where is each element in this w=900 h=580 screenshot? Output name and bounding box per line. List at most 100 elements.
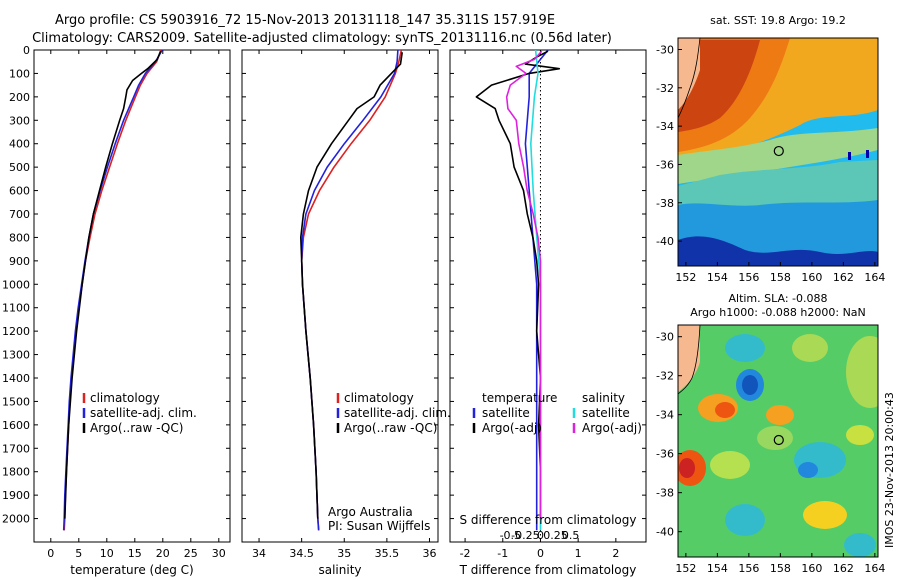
y-tick-label: 1800 — [2, 466, 30, 479]
legend-label-s-satellite: satellite — [582, 406, 630, 420]
lat-tick-label: -40 — [656, 235, 674, 248]
legend-label-t-satellite: satellite — [482, 406, 530, 420]
x-tick-label: 36 — [422, 547, 436, 560]
t-difference-label: T difference from climatology — [459, 563, 637, 577]
sla-map: Altim. SLA: -0.088 Argo h1000: -0.088 h2… — [656, 292, 896, 575]
s-tick-label: 0.25 — [543, 529, 568, 542]
y-tick-label: 600 — [9, 185, 30, 198]
y-tick-label: 400 — [9, 138, 30, 151]
figure-title-line1: Argo profile: CS 5903916_72 15-Nov-2013 … — [55, 13, 555, 28]
y-tick-label: 700 — [9, 208, 30, 221]
x-tick-label: 2 — [612, 547, 619, 560]
lat-tick-label: -38 — [656, 487, 674, 500]
y-tick-label: 900 — [9, 255, 30, 268]
sst-land — [678, 38, 700, 110]
y-tick-label: 0 — [23, 44, 30, 57]
y-tick-label: 1500 — [2, 395, 30, 408]
s-tick-label: -0.25 — [511, 529, 539, 542]
salinity-panel: 34 34.5 35 35.5 36 salinity climatology sate… — [241, 49, 451, 577]
legend-label-climatology: climatology — [344, 391, 414, 405]
s-tick-label: -0.5 — [500, 529, 521, 542]
x-tick-label: 34.5 — [289, 547, 314, 560]
sla-map-title-line2: Argo h1000: -0.088 h2000: NaN — [690, 306, 866, 319]
legend-label-s-argo: Argo(-adj) — [582, 421, 642, 435]
sla-map-title-line1: Altim. SLA: -0.088 — [728, 292, 827, 305]
series-line-argo-raw-qc — [299, 52, 403, 519]
temperature-axes-frame — [33, 49, 231, 543]
sla-field — [678, 325, 878, 557]
imos-timestamp: IMOS 23-Nov-2013 20:00:43 — [883, 392, 896, 548]
x-tick-label: 30 — [212, 547, 226, 560]
salinity-legend: climatology satellite-adj. clim. Argo(..… — [336, 391, 451, 435]
series-line-s-argo-adj — [505, 50, 543, 519]
lon-tick-label: 162 — [833, 562, 854, 575]
lon-tick-label: 152 — [675, 562, 696, 575]
x-tick-label: 0 — [537, 547, 544, 560]
legend-label-argo: Argo(..raw -QC) — [90, 421, 183, 435]
difference-panel: -2 -1 0 1 2 -0.5-0.250 0.250.5 S difference f… — [449, 49, 647, 577]
lat-tick-label: -34 — [656, 409, 674, 422]
y-tick-label: 1600 — [2, 419, 30, 432]
lon-tick-label: 154 — [707, 271, 728, 284]
sst-map-frame — [677, 37, 879, 267]
y-tick-label: 200 — [9, 91, 30, 104]
x-tick-label: -2 — [460, 547, 471, 560]
pi-label: PI: Susan Wijffels — [328, 519, 430, 533]
y-tick-label: 800 — [9, 231, 30, 244]
x-tick-label: -1 — [497, 547, 508, 560]
x-tick-label: 25 — [184, 547, 198, 560]
y-tick-label: 100 — [9, 67, 30, 80]
lon-tick-label: 154 — [707, 562, 728, 575]
sst-map-title: sat. SST: 19.8 Argo: 19.2 — [710, 14, 846, 27]
lat-tick-label: -36 — [656, 448, 674, 461]
lat-tick-label: -36 — [656, 158, 674, 171]
sla-land — [678, 325, 700, 392]
x-tick-label: 20 — [156, 547, 170, 560]
legend-label-argo: Argo(..raw -QC) — [344, 421, 437, 435]
x-tick-label: 35 — [337, 547, 351, 560]
legend-label-t-argo: Argo(-adj) — [482, 421, 542, 435]
series-line-t-argo-adj — [475, 50, 561, 519]
y-tick-label: 2000 — [2, 513, 30, 526]
x-tick-label: 15 — [128, 547, 142, 560]
lat-tick-label: -40 — [656, 526, 674, 539]
lon-tick-label: 156 — [738, 271, 759, 284]
lon-tick-label: 156 — [738, 562, 759, 575]
legend-heading-salinity: salinity — [582, 391, 625, 405]
legend-label-satellite: satellite-adj. clim. — [344, 406, 451, 420]
lat-tick-label: -34 — [656, 120, 674, 133]
x-tick-label: 10 — [100, 547, 114, 560]
lon-tick-label: 152 — [675, 271, 696, 284]
legend-label-satellite: satellite-adj. clim. — [90, 406, 197, 420]
lon-tick-label: 162 — [833, 271, 854, 284]
y-tick-label: 1900 — [2, 489, 30, 502]
sla-map-frame — [677, 324, 879, 558]
sst-field — [678, 38, 878, 266]
institution-label: Argo Australia — [328, 505, 413, 519]
lon-tick-label: 160 — [801, 271, 822, 284]
temperature-legend: climatology satellite-adj. clim. Argo(..… — [82, 391, 197, 435]
lat-tick-label: -38 — [656, 197, 674, 210]
y-tick-label: 300 — [9, 114, 30, 127]
lon-tick-label: 164 — [864, 562, 885, 575]
lat-tick-label: -30 — [656, 43, 674, 56]
sst-profile-marker — [773, 145, 784, 157]
series-line-t-satellite — [524, 50, 549, 531]
legend-label-climatology: climatology — [90, 391, 160, 405]
s-difference-label: S difference from climatology — [460, 513, 637, 527]
y-tick-label: 1200 — [2, 325, 30, 338]
lat-tick-label: -32 — [656, 82, 674, 95]
x-tick-label: 34 — [252, 547, 266, 560]
y-tick-label: 500 — [9, 161, 30, 174]
lon-tick-label: 164 — [864, 271, 885, 284]
lon-tick-label: 160 — [801, 562, 822, 575]
temperature-xlabel: temperature (deg C) — [70, 563, 193, 577]
y-tick-label: 1300 — [2, 349, 30, 362]
y-tick-label: 1100 — [2, 302, 30, 315]
lat-tick-label: -30 — [656, 331, 674, 344]
figure-title-line2: Climatology: CARS2009. Satellite-adjuste… — [32, 31, 612, 46]
salinity-xlabel: salinity — [318, 563, 361, 577]
salinity-axes-frame — [241, 49, 439, 543]
y-tick-label: 1400 — [2, 372, 30, 385]
